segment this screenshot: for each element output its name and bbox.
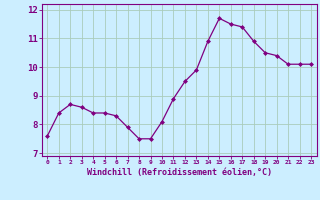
X-axis label: Windchill (Refroidissement éolien,°C): Windchill (Refroidissement éolien,°C) <box>87 168 272 177</box>
